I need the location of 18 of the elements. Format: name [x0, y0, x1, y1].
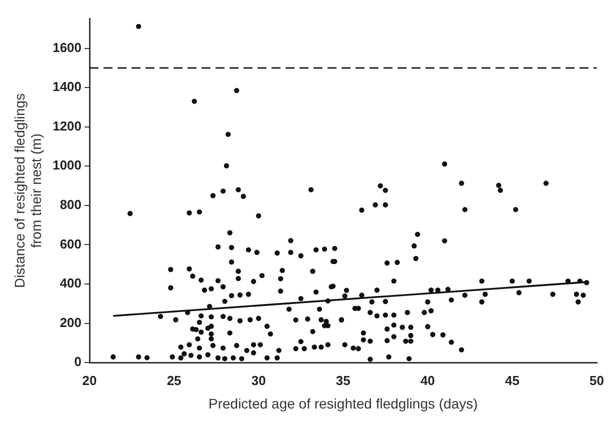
x-tick-label: 50 — [590, 372, 604, 388]
x-tick-label: 25 — [166, 372, 182, 388]
y-tick-label: 800 — [60, 197, 82, 212]
y-tick-label: 600 — [60, 236, 82, 252]
x-tick-label: 20 — [82, 372, 97, 388]
x-tick-label: 35 — [336, 372, 350, 388]
x-axis-title: Predicted age of resighted fledglings (days) — [208, 395, 478, 412]
y-tick-label: 1000 — [52, 158, 82, 173]
y-tick-label: 1400 — [52, 79, 82, 94]
x-tick-label: 40 — [420, 372, 435, 388]
y-axis-title: Distance of resighted fledglings from their nest (m) — [11, 93, 44, 288]
y-tick-label: 1200 — [52, 118, 82, 134]
y-tick-label: 200 — [60, 314, 82, 330]
y-tick-label: 0 — [74, 354, 82, 370]
x-tick-label: 45 — [504, 372, 520, 388]
y-tick-label: 1600 — [52, 40, 82, 55]
y-tick-label: 400 — [60, 276, 82, 291]
x-tick-label: 30 — [251, 372, 266, 388]
